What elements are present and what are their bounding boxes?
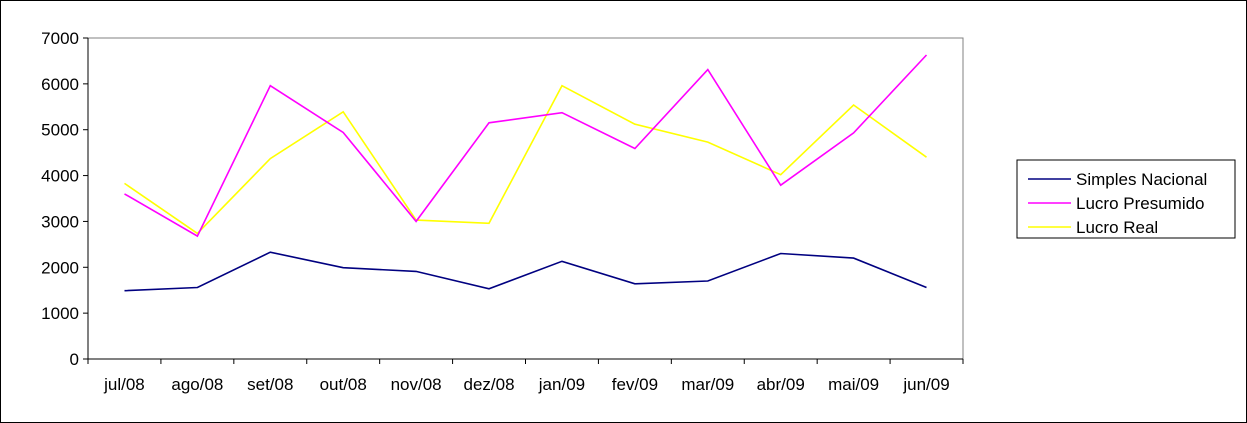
x-tick-label: mai/09 — [828, 375, 879, 394]
y-tick-label: 6000 — [41, 75, 79, 94]
legend-box — [1016, 159, 1236, 239]
y-axis-ticks: 0 1000 2000 3000 4000 5000 6000 7000 — [41, 29, 88, 369]
series-line-lucro-real — [124, 84, 927, 235]
series-line-simples-nacional — [124, 251, 927, 292]
series-line-lucro-presumido — [124, 54, 928, 238]
x-tick-label: abr/09 — [757, 375, 805, 394]
x-axis-ticks: jul/08 ago/08 set/08 out/08 nov/08 dez/08 jan/… — [87, 359, 964, 394]
y-tick-label: 4000 — [41, 167, 79, 186]
x-tick-label: mar/09 — [681, 375, 734, 394]
y-tick-label: 0 — [70, 350, 79, 369]
y-tick-label: 5000 — [41, 121, 79, 140]
y-tick-label: 7000 — [41, 29, 79, 48]
legend: Simples Nacional Lucro Presumido Lucro Rea… — [1016, 159, 1236, 239]
x-tick-label: fev/09 — [612, 375, 658, 394]
plot-area — [87, 37, 964, 360]
y-tick-label: 2000 — [41, 258, 79, 277]
x-tick-label: dez/08 — [464, 375, 515, 394]
y-tick-label: 3000 — [41, 212, 79, 231]
x-tick-label: out/08 — [320, 375, 367, 394]
legend-label: Simples Nacional — [1076, 170, 1207, 189]
x-tick-label: jul/08 — [103, 375, 145, 394]
y-tick-label: 1000 — [41, 304, 79, 323]
x-tick-label: set/08 — [247, 375, 293, 394]
legend-label: Lucro Real — [1076, 218, 1158, 237]
x-tick-label: jun/09 — [902, 375, 949, 394]
series-lines — [124, 54, 928, 292]
x-tick-label: ago/08 — [171, 375, 223, 394]
x-tick-label: jan/09 — [538, 375, 585, 394]
legend-label: Lucro Presumido — [1076, 194, 1205, 213]
x-tick-label: nov/08 — [391, 375, 442, 394]
